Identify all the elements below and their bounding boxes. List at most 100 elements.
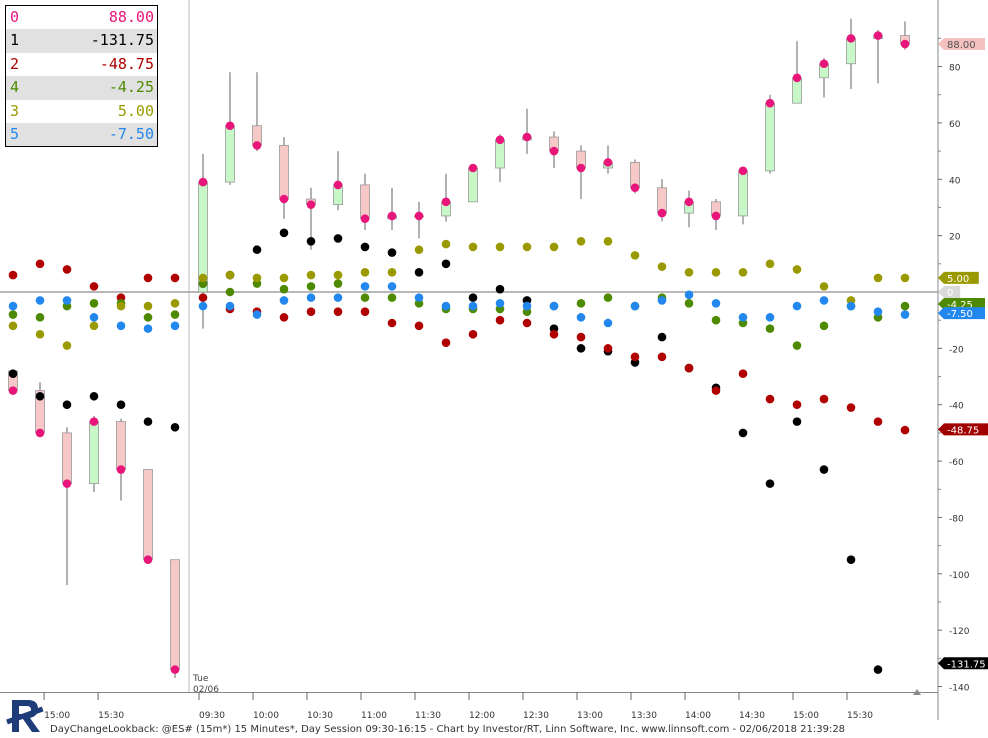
candle-down (170, 559, 180, 671)
series-5-point (711, 298, 721, 308)
series-3-point (873, 273, 883, 283)
series-3-point (468, 242, 478, 252)
series-2-point (360, 307, 370, 317)
series-3-point (549, 242, 559, 252)
series-4-point (792, 341, 802, 350)
series-4-point (89, 298, 99, 308)
candle-down (279, 145, 289, 200)
series-3-point (684, 267, 694, 277)
series-0-point (225, 121, 235, 131)
y-tick-label: 20 (949, 233, 961, 243)
series-4-point (35, 313, 45, 322)
price-tags: 88.00 5.00 0-4.25-7.50 -48.75 -131.75 (938, 38, 988, 670)
series-5-point (792, 301, 802, 311)
series-2-point (495, 315, 505, 325)
price-tag-label: -131.75 (947, 659, 986, 670)
series-3-point (630, 251, 640, 260)
series-3-point (738, 267, 748, 277)
series-2-point (846, 403, 856, 412)
scroll-marker-icon (913, 689, 921, 695)
series-1-point (576, 344, 586, 353)
series-5-point (170, 321, 180, 331)
series-3-point (792, 265, 802, 274)
series-2-point (576, 332, 586, 342)
series-1-point (170, 422, 180, 432)
legend-row-3: 3 5.00 (6, 100, 157, 123)
series-0-point (8, 386, 18, 395)
price-tag-bg (938, 38, 985, 51)
series-3-point (603, 236, 613, 246)
series-5-point (225, 301, 235, 311)
series-2-point (387, 318, 397, 328)
session-day: Tue (193, 674, 209, 684)
series-2-point (684, 363, 694, 373)
legend-id: 3 (10, 101, 20, 120)
series-0-point (252, 141, 262, 150)
series-3-point (333, 270, 343, 280)
series-3-point (35, 329, 45, 339)
candle-down (116, 421, 126, 470)
series-1-point (279, 228, 289, 238)
price-tag-label: -7.50 (947, 309, 973, 320)
x-tick-label: 12:30 (523, 711, 549, 721)
series-0-point (873, 31, 883, 40)
series-5-point (143, 324, 153, 333)
candle-up (225, 125, 235, 183)
price-tag-bg (938, 286, 961, 298)
series-0-point (846, 34, 856, 43)
price-tag-bg (938, 307, 985, 320)
series-1-point (414, 267, 424, 277)
series-2-point (549, 329, 559, 339)
price-tag-label: 0 (947, 288, 953, 299)
candle-up (468, 167, 478, 203)
series-4-point (684, 298, 694, 308)
series-legend: 0 88.00 1 -131.75 2 -48.75 4 -4.25 3 5.00 5 -7.50 (5, 5, 158, 148)
series-2-point (170, 273, 180, 283)
series-1-point (441, 259, 451, 269)
legend-row-0: 0 88.00 (6, 6, 157, 29)
series-1-point (89, 391, 99, 401)
series-0-point (549, 146, 559, 156)
series-0-point (279, 194, 289, 204)
x-tick-label: 10:30 (307, 711, 333, 721)
x-tick-label: 11:00 (361, 711, 387, 721)
candle-up (765, 102, 775, 172)
series-5-point (468, 301, 478, 311)
series-3-point (306, 270, 316, 280)
series-3-point (522, 242, 532, 252)
series-2-point (414, 321, 424, 331)
legend-row-4: 4 -4.25 (6, 76, 157, 100)
series-1-point (62, 400, 72, 410)
legend-id: 2 (10, 54, 20, 73)
y-tick-label: -100 (949, 571, 970, 581)
series-2-point (333, 307, 343, 317)
price-tag-label: 88.00 (947, 40, 976, 51)
series-3-point (198, 273, 208, 283)
series-0-point (62, 479, 72, 488)
series-2-point (279, 313, 289, 322)
series-5-point (387, 282, 397, 291)
legend-id: 4 (10, 78, 20, 97)
series-0-point (468, 163, 478, 173)
series-0-point (198, 177, 208, 187)
series-3-point (657, 262, 667, 271)
series-3-point (116, 301, 126, 311)
series-2-point (765, 394, 775, 404)
legend-id: 0 (10, 8, 20, 26)
x-tick-label: 12:00 (469, 711, 495, 721)
series-0-point (684, 197, 694, 207)
series-4-point (279, 284, 289, 294)
price-tag-label: -48.75 (947, 425, 979, 436)
series-0-point (333, 180, 343, 190)
series-4-point (576, 298, 586, 308)
series-4-point (170, 310, 180, 319)
candle-down (360, 184, 370, 220)
series-5-point (522, 301, 532, 311)
x-tick-label: 15:00 (44, 711, 70, 721)
series-1-point (765, 479, 775, 488)
y-tick-label: 60 (949, 120, 961, 130)
series-1-point (846, 555, 856, 565)
series-2-point (630, 352, 640, 362)
series-3-point (576, 236, 586, 246)
y-tick-label: -140 (949, 684, 970, 694)
